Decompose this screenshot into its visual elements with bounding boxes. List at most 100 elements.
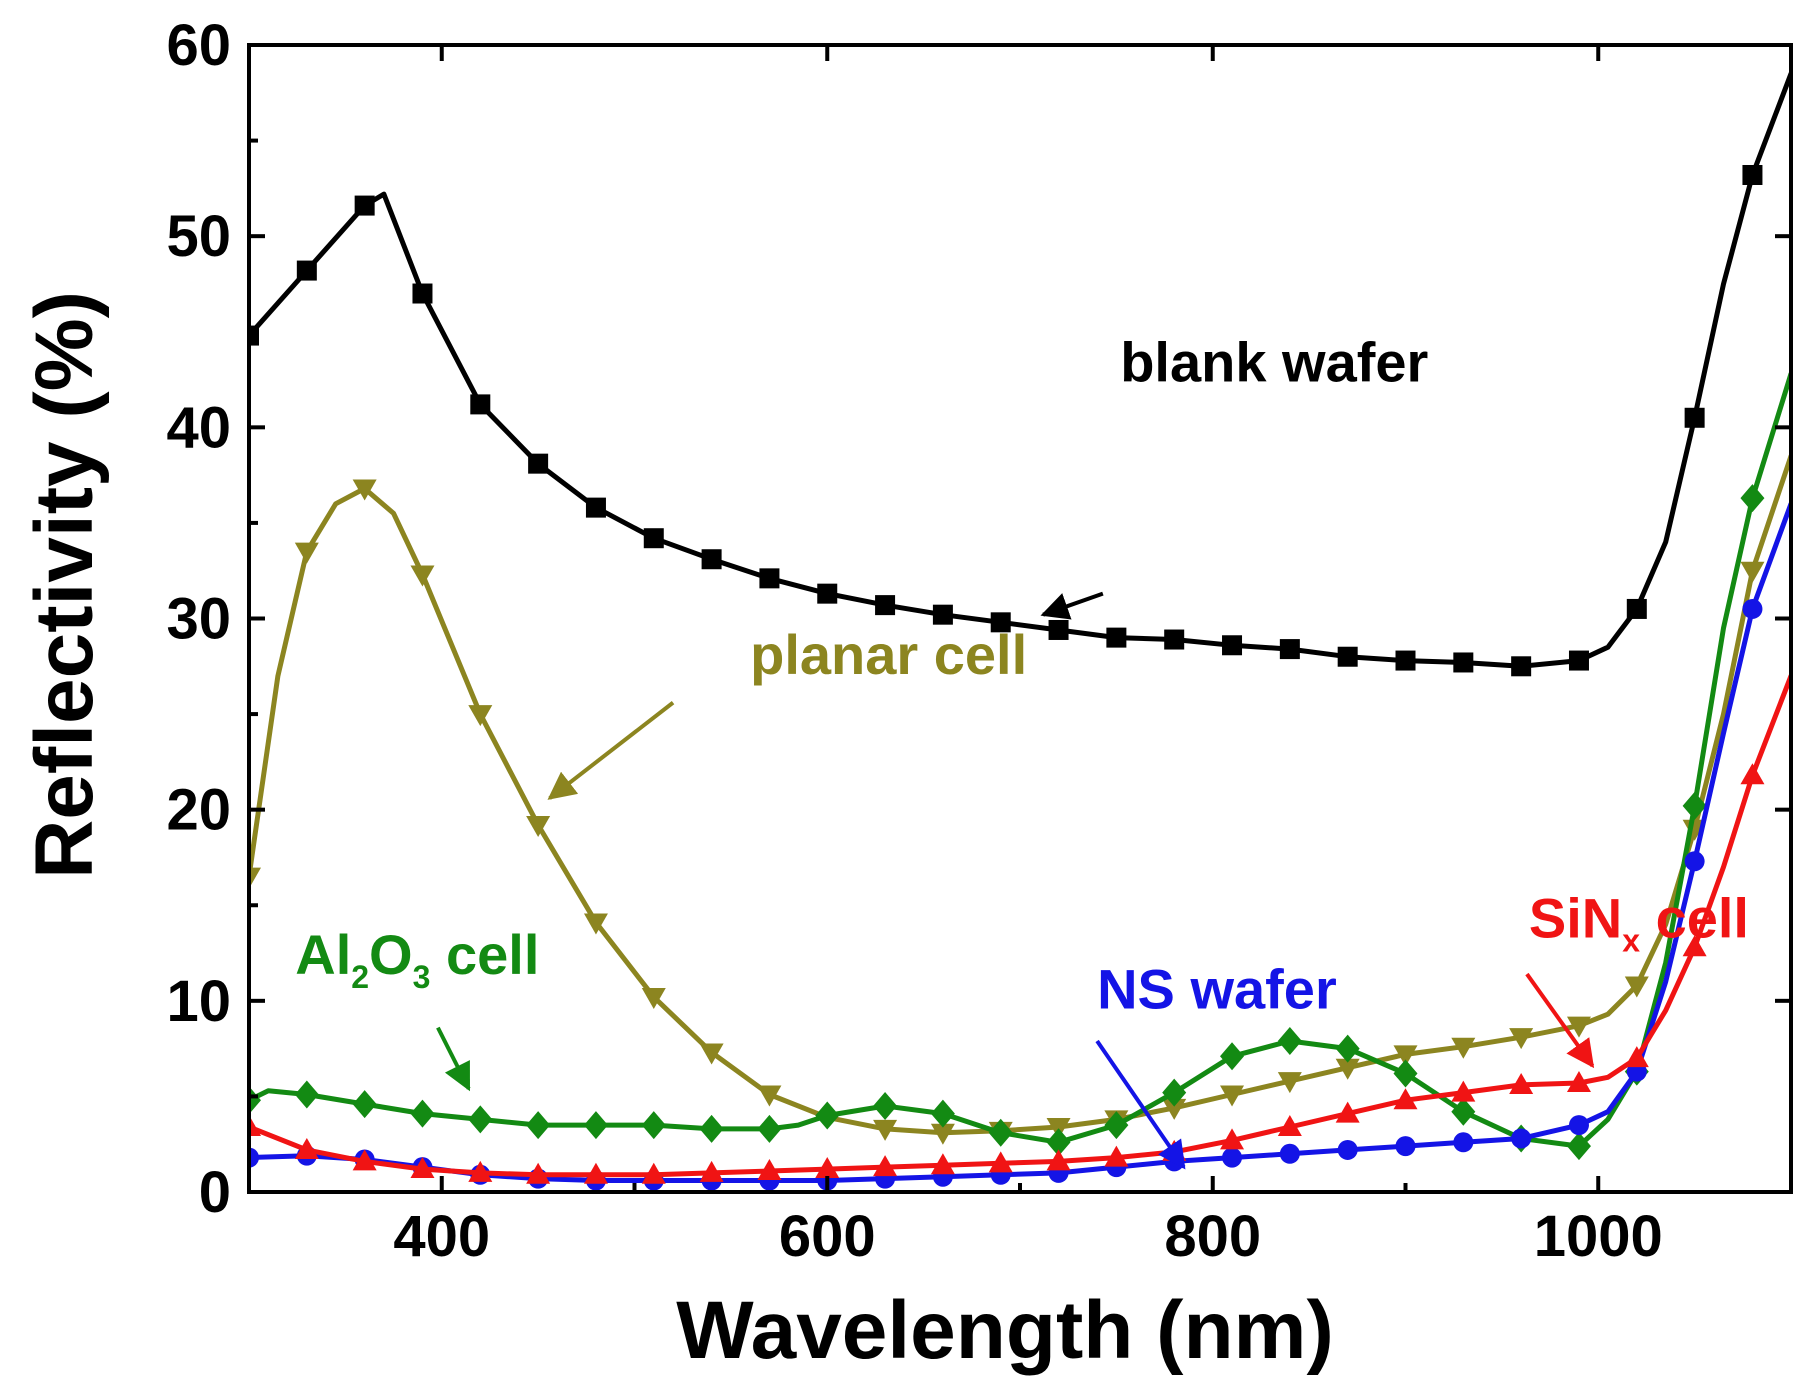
data-point-al2o3-cell: [1220, 1042, 1245, 1071]
annotation-label-ns-wafer: NS wafer: [1097, 957, 1337, 1020]
annotation-al2o3-cell: Al2O3 cell: [295, 923, 539, 1092]
data-point-blank-wafer: [643, 528, 664, 549]
data-point-sinx-cell: [583, 1162, 608, 1184]
data-point-blank-wafer: [412, 283, 433, 304]
data-point-ns-wafer: [249, 1147, 259, 1168]
data-point-sinx-cell: [1277, 1115, 1302, 1137]
data-point-planar-cell: [410, 565, 435, 587]
data-point-planar-cell: [1335, 1058, 1360, 1080]
axes-layer: 400 600 800 1000 0 10 20 30 40 50 60: [166, 13, 1793, 1269]
data-point-sinx-cell: [1740, 763, 1765, 785]
data-point-al2o3-cell: [873, 1091, 898, 1120]
data-point-blank-wafer: [1626, 598, 1647, 619]
annotation-ns-wafer: NS wafer: [1095, 957, 1337, 1170]
data-point-planar-cell: [1624, 976, 1649, 998]
data-point-al2o3-cell: [583, 1111, 608, 1140]
data-point-planar-cell: [873, 1119, 898, 1141]
series-layer: [249, 71, 1791, 1191]
data-point-blank-wafer: [1337, 646, 1358, 667]
annotation-blank-wafer: blank wafer: [1040, 330, 1428, 620]
data-point-al2o3-cell: [757, 1114, 782, 1143]
data-point-planar-cell: [526, 815, 551, 837]
data-point-planar-cell: [641, 988, 666, 1010]
data-point-planar-cell: [1740, 561, 1765, 583]
y-tick-label: 10: [166, 969, 231, 1034]
series-al2o3-cell: [249, 371, 1791, 1161]
data-point-ns-wafer: [1279, 1143, 1300, 1164]
annotation-arrow-blank-wafer: [1040, 591, 1104, 620]
data-point-blank-wafer: [1511, 656, 1532, 677]
data-point-sinx-cell: [1682, 935, 1707, 957]
annotation-label-al2o3-cell: Al2O3 cell: [295, 923, 539, 995]
data-point-planar-cell: [930, 1123, 955, 1145]
x-tick-label: 1000: [1534, 1204, 1663, 1269]
y-tick-label: 40: [166, 395, 231, 460]
data-point-ns-wafer: [1684, 851, 1705, 872]
data-point-blank-wafer: [990, 612, 1011, 633]
data-point-al2o3-cell: [410, 1099, 435, 1128]
data-point-al2o3-cell: [1740, 484, 1765, 513]
data-point-al2o3-cell: [1162, 1078, 1187, 1107]
data-point-sinx-cell: [815, 1157, 840, 1179]
data-point-sinx-cell: [988, 1151, 1013, 1173]
data-point-sinx-cell: [294, 1137, 319, 1159]
data-point-al2o3-cell: [988, 1118, 1013, 1147]
annotation-arrow-planar-cell: [547, 701, 675, 800]
data-point-planar-cell: [294, 542, 319, 564]
data-point-al2o3-cell: [1682, 791, 1707, 820]
data-point-al2o3-cell: [815, 1101, 840, 1130]
data-point-blank-wafer: [817, 583, 838, 604]
data-point-sinx-cell: [1335, 1101, 1360, 1123]
x-tick-label: 400: [393, 1204, 490, 1269]
data-point-ns-wafer: [1222, 1147, 1243, 1168]
data-point-blank-wafer: [249, 325, 259, 346]
annotation-label-blank-wafer: blank wafer: [1120, 330, 1428, 393]
data-point-planar-cell: [1393, 1045, 1418, 1067]
data-point-planar-cell: [757, 1085, 782, 1107]
data-point-sinx-cell: [1393, 1088, 1418, 1110]
series-blank-wafer: [249, 71, 1791, 677]
y-tick-label: 0: [199, 1160, 231, 1225]
data-point-sinx-cell: [1451, 1080, 1476, 1102]
data-point-ns-wafer: [1337, 1139, 1358, 1160]
data-point-sinx-cell: [468, 1160, 493, 1182]
data-point-sinx-cell: [526, 1162, 551, 1184]
series-planar-cell: [249, 453, 1791, 1145]
data-point-blank-wafer: [1106, 627, 1127, 648]
data-point-blank-wafer: [1453, 652, 1474, 673]
data-point-blank-wafer: [1048, 619, 1069, 640]
data-point-ns-wafer: [1568, 1115, 1589, 1136]
data-point-blank-wafer: [1164, 629, 1185, 650]
data-point-blank-wafer: [875, 595, 896, 616]
data-point-ns-wafer: [1742, 598, 1763, 619]
data-point-blank-wafer: [1742, 164, 1763, 185]
data-point-sinx-cell: [873, 1155, 898, 1177]
series-line-planar-cell: [249, 453, 1791, 1136]
data-point-al2o3-cell: [1566, 1132, 1591, 1161]
data-point-sinx-cell: [249, 1115, 261, 1137]
data-point-ns-wafer: [1511, 1128, 1532, 1149]
annotation-arrow-ns-wafer: [1095, 1039, 1186, 1170]
data-point-blank-wafer: [1568, 650, 1589, 671]
data-point-al2o3-cell: [1451, 1097, 1476, 1126]
data-point-al2o3-cell: [930, 1099, 955, 1128]
data-point-planar-cell: [1509, 1028, 1534, 1050]
data-point-planar-cell: [1220, 1085, 1245, 1107]
data-point-sinx-cell: [1566, 1071, 1591, 1093]
y-tick-label: 50: [166, 204, 231, 269]
data-point-blank-wafer: [701, 549, 722, 570]
data-point-blank-wafer: [528, 453, 549, 474]
data-point-al2o3-cell: [294, 1080, 319, 1109]
data-point-ns-wafer: [1453, 1132, 1474, 1153]
data-point-sinx-cell: [1104, 1145, 1129, 1167]
data-point-planar-cell: [1566, 1016, 1591, 1038]
data-point-planar-cell: [249, 867, 261, 889]
data-point-sinx-cell: [1509, 1072, 1534, 1094]
annotation-layer: blank wafer planar cell Al2O3 cell NS wafer…: [295, 330, 1749, 1170]
data-point-blank-wafer: [1279, 639, 1300, 660]
data-point-blank-wafer: [1684, 407, 1705, 428]
data-point-sinx-cell: [641, 1162, 666, 1184]
data-point-planar-cell: [583, 913, 608, 935]
data-point-sinx-cell: [1220, 1128, 1245, 1150]
data-point-ns-wafer: [1395, 1136, 1416, 1157]
